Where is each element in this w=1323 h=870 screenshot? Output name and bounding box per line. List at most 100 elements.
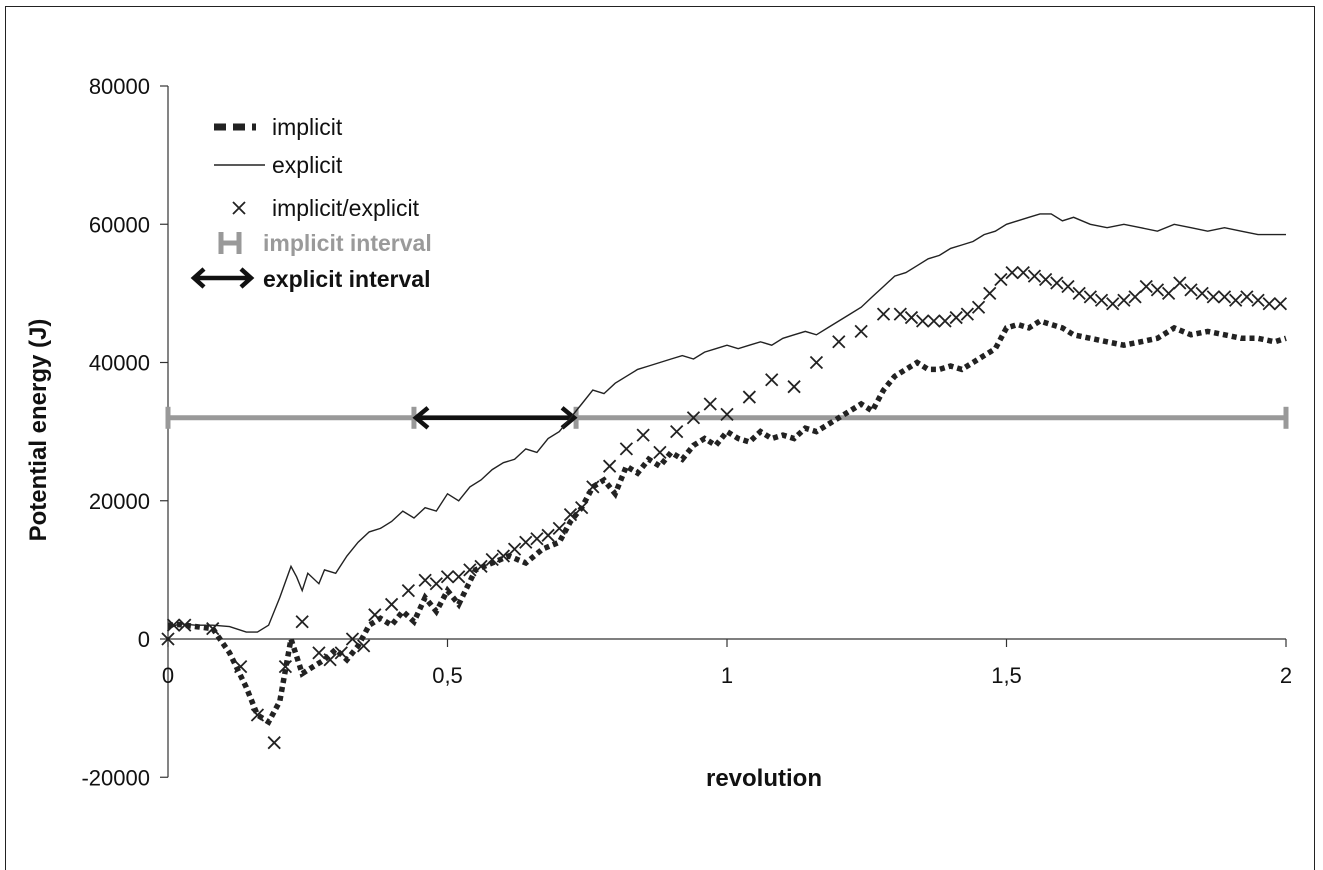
data-point-x-marker: [1083, 290, 1097, 304]
data-point-x-marker: [345, 632, 360, 646]
data-point-x-marker: [1229, 293, 1243, 307]
data-point-x-marker: [832, 335, 846, 349]
data-point-x-marker: [787, 380, 801, 394]
data-point-x-marker: [960, 307, 975, 321]
y-tick-label: 80000: [89, 74, 150, 99]
data-point-x-marker: [1016, 266, 1030, 280]
data-point-x-marker: [368, 608, 382, 622]
legend-item-implicit-explicit: implicit/explicit: [232, 195, 420, 221]
data-point-x-marker: [530, 532, 544, 546]
data-point-x-marker: [1184, 283, 1198, 297]
chart-frame: [5, 6, 1315, 870]
x-tick-label: 2: [1280, 663, 1292, 688]
data-point-x-marker: [854, 324, 868, 339]
data-point-x-marker: [519, 535, 533, 549]
data-point-x-marker: [250, 708, 265, 722]
data-point-x-marker: [552, 521, 566, 536]
data-point-x-marker: [334, 646, 348, 660]
legend-implicit-interval-label: implicit interval: [263, 230, 432, 256]
data-point-x-marker: [1117, 293, 1131, 307]
y-tick-label: 20000: [89, 489, 150, 514]
explicit-interval-right-arrowhead: [560, 406, 578, 430]
data-point-x-marker: [267, 736, 281, 750]
explicit-interval-left-arrowhead: [412, 406, 430, 430]
legend-item-explicit: explicit: [214, 152, 343, 178]
data-point-x-marker: [809, 355, 824, 370]
data-point-x-marker: [401, 583, 416, 598]
data-point-x-marker: [1139, 279, 1153, 294]
data-point-x-marker: [1005, 266, 1019, 280]
data-point-x-marker: [983, 286, 997, 301]
data-point-x-marker: [485, 552, 499, 567]
data-point-x-marker: [1150, 283, 1165, 297]
x-tick-label: 0: [162, 663, 174, 688]
data-point-x-marker: [563, 507, 578, 522]
data-point-x-marker: [1173, 276, 1187, 290]
interval-markers: [165, 406, 1289, 430]
legend-explicit-interval-label: explicit interval: [263, 266, 430, 292]
data-point-x-marker: [440, 570, 455, 584]
series-layer: [161, 213, 1288, 750]
data-point-x-marker: [312, 646, 326, 660]
y-tick-label: -20000: [81, 765, 150, 790]
data-point-x-marker: [765, 373, 779, 387]
data-point-x-marker: [418, 573, 432, 587]
data-point-x-marker: [904, 310, 919, 325]
data-point-x-marker: [742, 390, 756, 404]
data-point-x-marker: [949, 310, 963, 325]
data-point-x-marker: [1050, 276, 1064, 290]
legend-implicit-explicit-label: implicit/explicit: [272, 195, 420, 221]
x-tick-label: 1,5: [991, 663, 1022, 688]
data-point-x-marker: [161, 632, 175, 646]
data-point-x-marker: [994, 272, 1008, 287]
data-point-x-marker: [1206, 290, 1220, 304]
data-point-x-marker: [295, 615, 309, 629]
x-tick-label: 1: [721, 663, 733, 688]
data-point-x-marker: [166, 618, 181, 632]
legend-gray-h-icon: [218, 232, 242, 254]
data-point-x-marker: [1262, 297, 1276, 311]
data-point-x-marker: [1161, 286, 1176, 301]
data-point-x-marker: [893, 307, 907, 321]
y-tick-labels: -20000 0 20000 40000 60000 80000: [81, 74, 168, 790]
data-point-x-marker: [384, 597, 399, 612]
data-point-x-marker: [686, 411, 701, 425]
data-point-x-marker: [1061, 279, 1075, 294]
legend-item-implicit-interval: implicit interval: [218, 230, 432, 256]
y-axis-title: Potential energy (J): [25, 319, 52, 542]
data-point-x-marker: [619, 442, 634, 456]
legend-x-marker-icon: [232, 201, 246, 215]
data-point-x-marker: [541, 528, 555, 542]
data-point-x-marker: [1027, 269, 1042, 283]
data-point-x-marker: [703, 397, 717, 411]
legend: implicit explicit implicit/explicit impl…: [190, 114, 432, 292]
legend-item-implicit: implicit: [214, 114, 343, 140]
legend-item-explicit-interval: explicit interval: [190, 266, 430, 292]
data-point-x-marker: [1251, 293, 1265, 307]
data-point-x-marker: [670, 424, 684, 439]
legend-explicit-label: explicit: [272, 152, 343, 178]
data-point-x-marker: [720, 407, 734, 421]
data-point-x-marker: [1273, 297, 1288, 311]
series-implicit-explicit: [161, 266, 1288, 750]
data-point-x-marker: [586, 480, 600, 494]
series-implicit-line: [167, 317, 1287, 726]
data-point-x-marker: [916, 314, 930, 328]
data-point-x-marker: [575, 501, 589, 515]
data-point-x-marker: [636, 428, 650, 442]
legend-double-arrow-icon: [190, 267, 255, 289]
x-tick-labels: 0 0,5 1 1,5 2: [162, 639, 1292, 688]
data-point-x-marker: [507, 542, 522, 556]
data-point-x-marker: [1240, 290, 1254, 304]
x-tick-label: 0,5: [432, 663, 463, 688]
data-point-x-marker: [429, 577, 443, 591]
data-point-x-marker: [206, 621, 220, 636]
series-explicit-line: [167, 213, 1286, 633]
data-point-x-marker: [1106, 297, 1120, 311]
data-point-x-marker: [278, 660, 293, 674]
data-point-x-marker: [653, 445, 667, 459]
data-point-x-marker: [971, 300, 986, 314]
data-point-x-marker: [452, 570, 466, 584]
data-point-x-marker: [357, 639, 371, 653]
data-point-x-marker: [927, 314, 941, 328]
